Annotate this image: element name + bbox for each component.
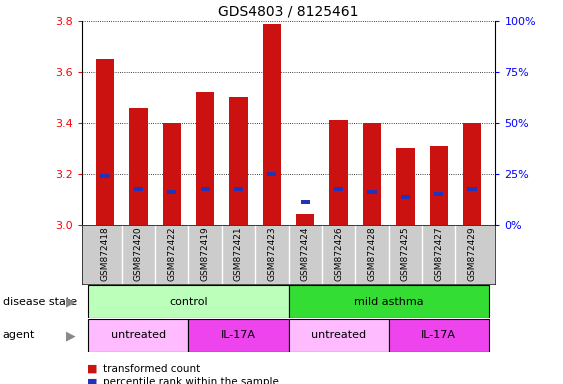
Text: GSM872425: GSM872425 (401, 227, 410, 281)
Text: IL-17A: IL-17A (221, 330, 256, 341)
Text: GSM872427: GSM872427 (434, 227, 443, 281)
Text: control: control (169, 296, 208, 307)
Bar (301, 200, 310, 204)
Bar (200, 187, 209, 191)
Text: GSM872422: GSM872422 (167, 227, 176, 281)
Bar (88, 319, 189, 352)
Text: untreated: untreated (311, 330, 366, 341)
Bar (368, 190, 377, 194)
Text: ■: ■ (87, 364, 98, 374)
Bar (100, 174, 110, 178)
Bar (463, 123, 481, 225)
Bar (467, 187, 477, 191)
Bar (289, 319, 388, 352)
Title: GDS4803 / 8125461: GDS4803 / 8125461 (218, 5, 359, 18)
Bar (334, 187, 343, 191)
Text: ■: ■ (87, 377, 98, 384)
Bar (234, 187, 243, 191)
Text: mild asthma: mild asthma (354, 296, 423, 307)
Text: GSM872429: GSM872429 (468, 227, 477, 281)
Bar (163, 123, 181, 225)
Text: percentile rank within the sample: percentile rank within the sample (103, 377, 279, 384)
Bar (296, 215, 314, 225)
Bar (434, 192, 443, 196)
Bar (229, 98, 248, 225)
Bar (129, 108, 148, 225)
Text: disease state: disease state (3, 296, 77, 307)
Text: GSM872418: GSM872418 (100, 227, 109, 281)
Bar (289, 285, 489, 318)
Text: GSM872420: GSM872420 (134, 227, 143, 281)
Bar (401, 195, 410, 199)
Bar (196, 93, 215, 225)
Text: GSM872423: GSM872423 (267, 227, 276, 281)
Text: GSM872421: GSM872421 (234, 227, 243, 281)
Bar (388, 319, 489, 352)
Bar (329, 120, 348, 225)
Bar (430, 146, 448, 225)
Text: GSM872428: GSM872428 (368, 227, 377, 281)
Bar (96, 59, 114, 225)
Text: GSM872424: GSM872424 (301, 227, 310, 281)
Text: GSM872426: GSM872426 (334, 227, 343, 281)
Text: ▶: ▶ (65, 329, 75, 342)
Text: GSM872419: GSM872419 (200, 227, 209, 281)
Bar (267, 172, 276, 176)
Text: ▶: ▶ (65, 295, 75, 308)
Bar (167, 190, 176, 194)
Text: untreated: untreated (111, 330, 166, 341)
Bar (263, 24, 281, 225)
Bar (363, 123, 381, 225)
Text: transformed count: transformed count (103, 364, 200, 374)
Bar (134, 187, 143, 191)
Bar (396, 148, 414, 225)
Text: IL-17A: IL-17A (421, 330, 456, 341)
Text: agent: agent (3, 330, 35, 341)
Bar (88, 285, 289, 318)
Bar (189, 319, 289, 352)
